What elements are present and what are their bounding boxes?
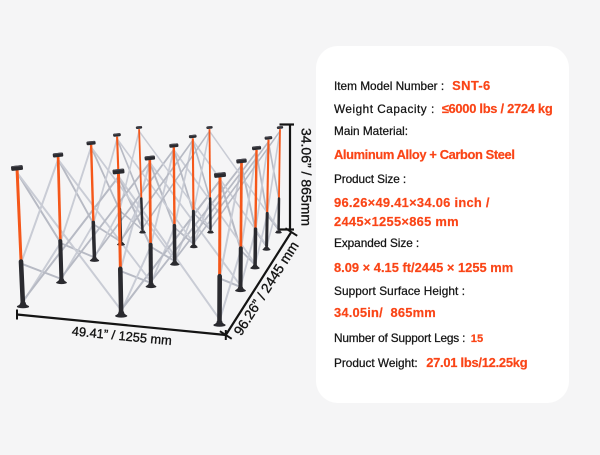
svg-text:49.41” / 1255 mm: 49.41” / 1255 mm bbox=[71, 323, 172, 348]
svg-text:34.06” / 865mm: 34.06” / 865mm bbox=[299, 128, 315, 226]
